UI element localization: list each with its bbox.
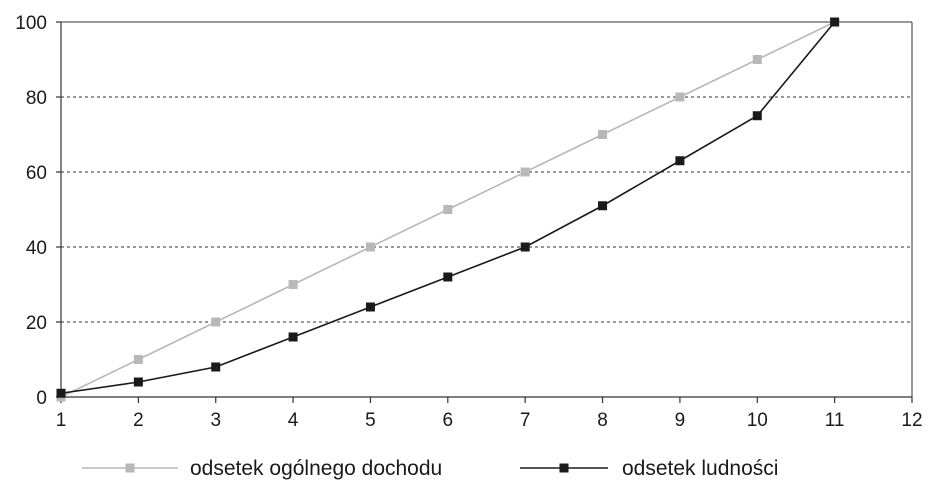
y-tick-label-100: 100 [15,13,47,34]
x-tick-label-11: 11 [825,410,845,431]
y-tick-label-80: 80 [26,88,47,109]
x-tick-label-7: 7 [520,410,531,431]
x-tick-label-10: 10 [747,410,768,431]
series-0-point-5 [365,242,375,252]
series-1-point-9 [675,156,685,166]
x-tick-label-1: 1 [56,410,67,431]
series-0-point-2 [133,355,143,364]
series-1-point-3 [211,362,221,372]
series-1-point-6 [443,272,453,282]
series-0-point-8 [598,130,608,139]
y-tick-label-20: 20 [26,313,47,334]
y-tick-label-60: 60 [26,163,47,184]
series-1-point-1 [56,388,66,398]
series-1-point-2 [133,377,143,387]
x-tick-label-6: 6 [443,410,454,431]
legend-marker-1 [559,463,569,473]
legend-label-1: odsetek ludności [622,457,778,480]
series-0-point-7 [520,167,530,177]
series-0-point-9 [675,92,685,102]
legend-label-0: odsetek ogólnego dochodu [190,457,442,480]
x-tick-label-2: 2 [133,410,144,431]
x-tick-label-3: 3 [210,410,221,431]
series-1-point-5 [365,302,375,312]
x-tick-label-12: 12 [901,410,922,431]
x-tick-label-9: 9 [675,410,686,431]
series-0-point-3 [211,317,221,327]
series-1-point-4 [288,332,298,342]
x-tick-label-4: 4 [288,410,299,431]
series-0-point-4 [288,280,298,289]
x-tick-label-8: 8 [597,410,608,431]
y-tick-label-0: 0 [36,388,47,409]
series-1-point-7 [520,242,530,252]
x-tick-label-5: 5 [365,410,376,431]
series-1-point-10 [752,111,762,121]
series-1-point-8 [598,201,608,211]
y-tick-label-40: 40 [26,238,47,259]
gridlines [61,96,912,323]
series-group [56,17,840,402]
series-0-point-10 [752,55,762,64]
series-0-point-6 [443,205,453,214]
series-1-point-11 [830,17,840,27]
legend: odsetek ogólnego dochodu odsetek ludności [82,457,778,480]
legend-marker-0 [125,463,135,473]
